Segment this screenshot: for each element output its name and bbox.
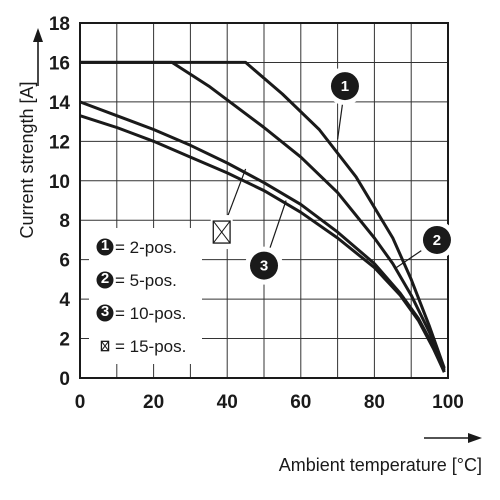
y-tick-label: 8 [59, 211, 70, 232]
y-tick-label: 12 [49, 132, 70, 153]
callouts: 1 2 3 [210, 67, 456, 285]
y-tick-label: 4 [59, 290, 70, 311]
y-tick-label: 18 [49, 14, 70, 35]
svg-text:3: 3 [101, 303, 109, 320]
crossed-box-icon [100, 340, 110, 352]
legend-label: = 15-pos. [115, 337, 186, 356]
x-tick-label: 40 [217, 392, 238, 413]
y-tick-label: 10 [49, 172, 70, 193]
marker-3-badge: 3 [250, 251, 278, 280]
x-axis-title: Ambient temperature [°C] [279, 455, 482, 475]
svg-text:2: 2 [101, 270, 109, 287]
crossed-box-icon [212, 220, 231, 244]
curve-series-2 [80, 60, 446, 371]
y-axis-title: Current strength [A] [17, 81, 37, 238]
x-tick-label: 100 [432, 392, 464, 413]
x-tick-label: 60 [290, 392, 311, 413]
x-tick-label: 80 [364, 392, 385, 413]
x-axis-direction-arrow [424, 433, 482, 443]
marker-1-badge: 1 [330, 72, 359, 101]
curve-series-4 [79, 114, 446, 373]
x-tick-label: 0 [75, 392, 86, 413]
legend-label: = 5-pos. [115, 271, 177, 290]
marker-3-badge: 3 [96, 303, 114, 322]
y-tick-label: 16 [49, 53, 70, 74]
marker-2-badge: 2 [96, 270, 114, 289]
svg-text:1: 1 [101, 237, 109, 254]
svg-text:1: 1 [341, 78, 349, 95]
marker-1-badge: 1 [96, 237, 114, 256]
y-tick-label: 2 [59, 330, 70, 351]
y-tick-labels: 0 2 4 6 8 10 12 14 16 18 [49, 14, 71, 390]
legend-label: = 2-pos. [115, 238, 177, 257]
curve-series-1 [80, 60, 446, 369]
curves [79, 60, 446, 373]
svg-text:2: 2 [433, 232, 441, 249]
y-tick-label: 6 [59, 251, 70, 272]
x-tick-label: 20 [143, 392, 164, 413]
svg-text:3: 3 [260, 258, 268, 275]
y-tick-label: 14 [49, 93, 71, 114]
legend: 1 = 2-pos. 2 = 5-pos. 3 = 10-pos. = 15-pos. [89, 228, 202, 364]
x-tick-labels: 0 20 40 60 80 100 [75, 392, 464, 413]
plot-frame [79, 22, 449, 379]
legend-label: = 10-pos. [115, 304, 186, 323]
y-axis-direction-arrow [33, 28, 43, 86]
marker-2-badge: 2 [422, 225, 451, 254]
y-tick-label: 0 [59, 369, 70, 390]
